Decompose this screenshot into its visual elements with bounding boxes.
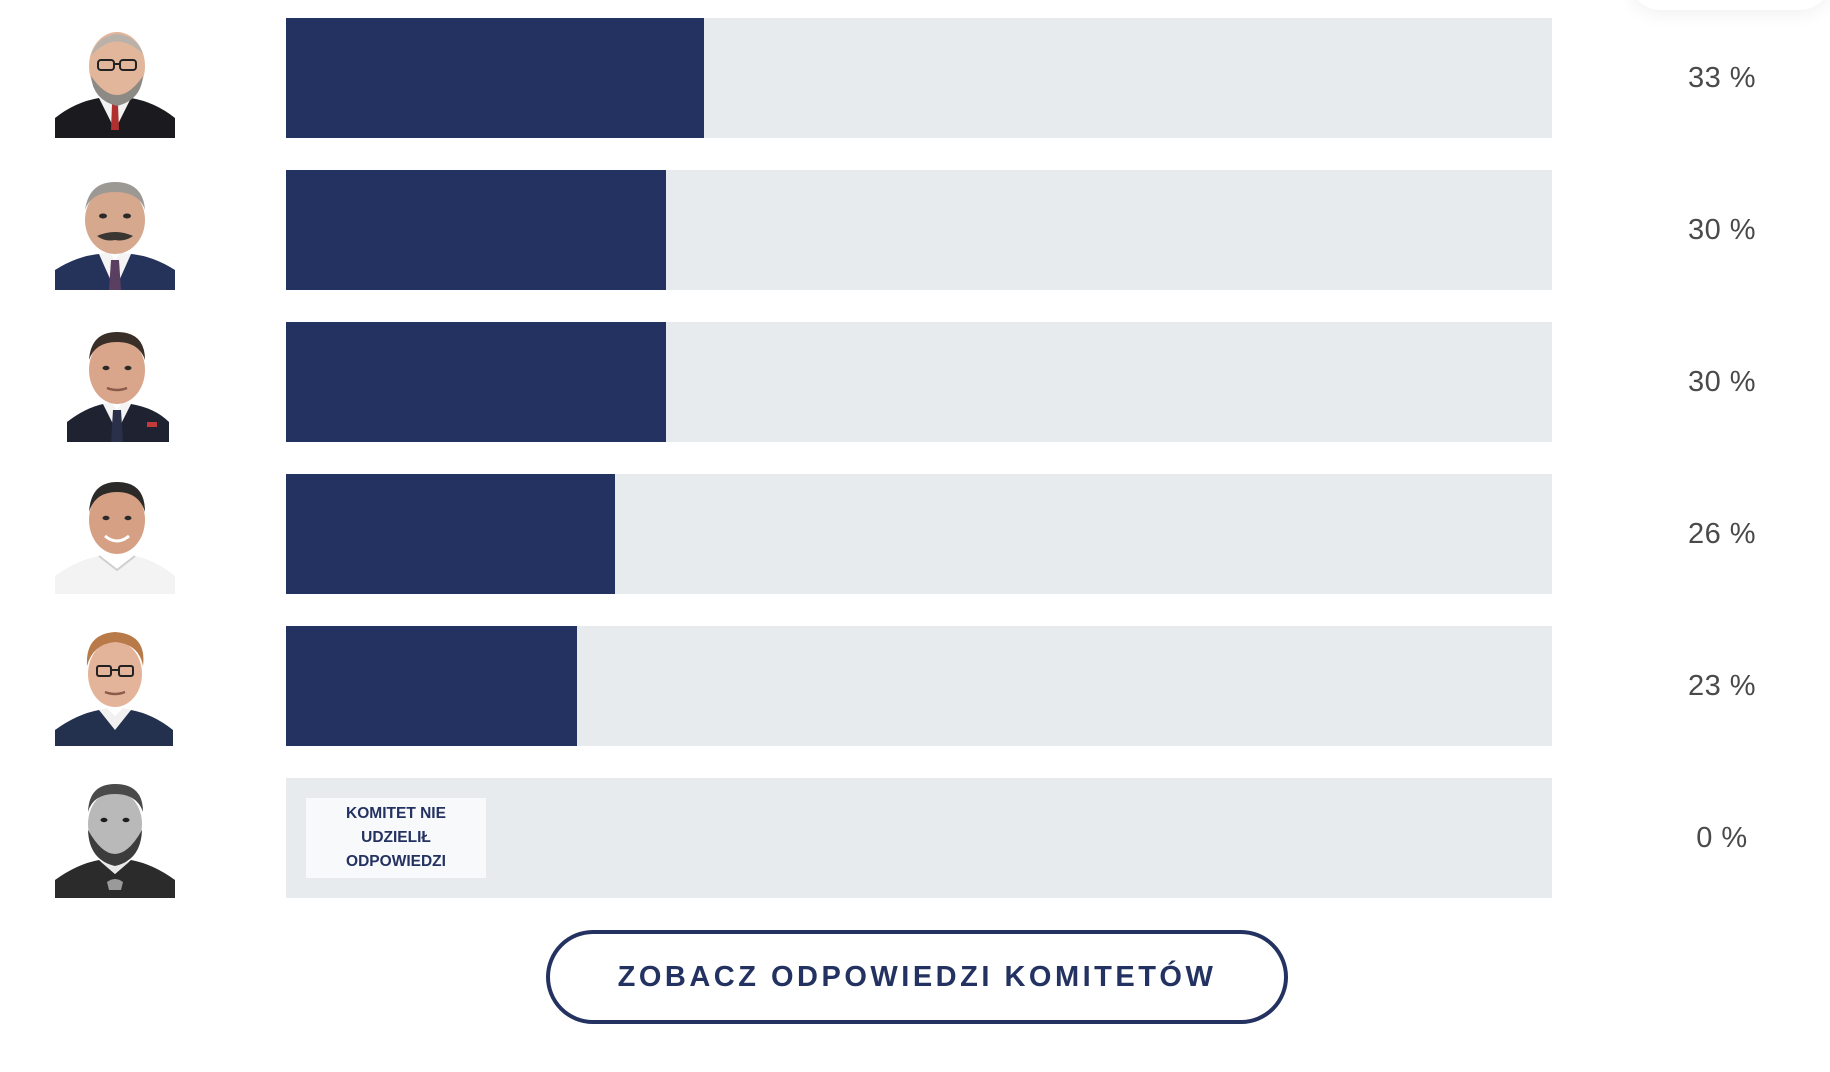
result-row: 26 % xyxy=(0,474,1830,594)
percent-label: 26 % xyxy=(1687,518,1757,550)
avatar xyxy=(55,322,175,442)
result-row: 30 % xyxy=(0,322,1830,442)
no-answer-line: ODPOWIEDZI xyxy=(346,853,446,870)
top-right-panel-shadow xyxy=(1630,0,1830,10)
result-row: KOMITET NIE UDZIELIŁ ODPOWIEDZI 0 % xyxy=(0,778,1830,898)
percent-label: 30 % xyxy=(1687,366,1757,398)
percent-label: 30 % xyxy=(1687,214,1757,246)
avatar xyxy=(55,18,175,138)
bar-track: KOMITET NIE UDZIELIŁ ODPOWIEDZI xyxy=(286,778,1552,898)
bar-fill xyxy=(286,474,616,594)
no-answer-line: KOMITET NIE xyxy=(346,805,446,822)
avatar xyxy=(55,474,175,594)
no-answer-line: UDZIELIŁ xyxy=(361,829,431,846)
bar-track xyxy=(286,170,1552,290)
avatar xyxy=(55,778,175,898)
percent-label: 33 % xyxy=(1687,62,1757,94)
bar-track xyxy=(286,18,1552,138)
see-committee-answers-button[interactable]: ZOBACZ ODPOWIEDZI KOMITETÓW xyxy=(546,930,1288,1024)
no-answer-badge: KOMITET NIE UDZIELIŁ ODPOWIEDZI xyxy=(306,798,486,878)
percent-label: 23 % xyxy=(1687,670,1757,702)
bar-track xyxy=(286,474,1552,594)
result-row: 30 % xyxy=(0,170,1830,290)
result-row: 23 % xyxy=(0,626,1830,746)
bar-fill xyxy=(286,170,666,290)
bar-fill xyxy=(286,626,578,746)
percent-label: 0 % xyxy=(1696,822,1748,854)
bar-track xyxy=(286,322,1552,442)
bar-fill xyxy=(286,322,666,442)
bar-fill xyxy=(286,18,704,138)
result-row: 33 % xyxy=(0,18,1830,138)
avatar xyxy=(55,626,175,746)
bar-track xyxy=(286,626,1552,746)
avatar xyxy=(55,170,175,290)
